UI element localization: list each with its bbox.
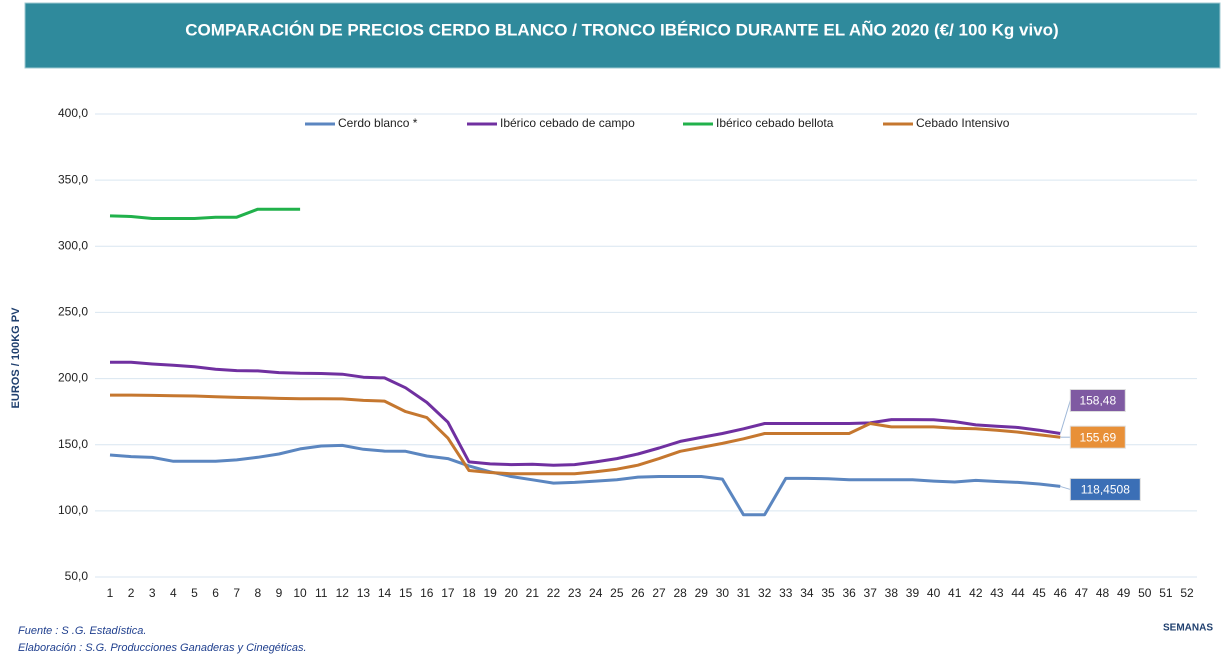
x-tick-label: 22: [547, 586, 561, 600]
x-tick-label: 38: [885, 586, 899, 600]
x-tick-label: 49: [1117, 586, 1131, 600]
x-tick-label: 23: [568, 586, 582, 600]
y-tick-label: 350,0: [58, 172, 88, 186]
y-tick-label: 100,0: [58, 503, 88, 517]
data-label: 155,69: [1079, 430, 1116, 444]
label-box: [1069, 425, 1126, 449]
label-box: [1069, 388, 1126, 412]
x-tick-label: 48: [1096, 586, 1110, 600]
x-tick-label: 9: [276, 586, 283, 600]
data-label: 158,48: [1079, 394, 1116, 408]
x-tick-label: 2: [128, 586, 135, 600]
x-tick-label: 42: [969, 586, 983, 600]
series-line: [109, 443, 1061, 517]
x-tick-label: 3: [149, 586, 156, 600]
title-bar: [24, 2, 1221, 69]
series-line: [110, 393, 1061, 476]
x-tick-label: 27: [652, 586, 666, 600]
x-tick-label: 51: [1159, 586, 1173, 600]
x-tick-label: 30: [716, 586, 730, 600]
x-tick-label: 18: [462, 586, 476, 600]
x-tick-label: 17: [441, 586, 455, 600]
y-tick-label: 300,0: [58, 238, 88, 252]
series-line: [110, 360, 1061, 467]
x-tick-label: 46: [1054, 586, 1068, 600]
x-tick-label: 12: [336, 586, 350, 600]
y-axis-label: EUROS / 100KG PV: [10, 307, 22, 409]
x-tick-label: 44: [1011, 586, 1025, 600]
credit: Elaboración : S.G. Producciones Ganadera…: [18, 642, 307, 654]
x-tick-label: 21: [526, 586, 540, 600]
x-tick-label: 36: [842, 586, 856, 600]
x-tick-label: 11: [315, 586, 328, 600]
x-tick-label: 40: [927, 586, 941, 600]
label-box: [1069, 477, 1141, 501]
x-tick-label: 31: [737, 586, 751, 600]
x-tick-label: 16: [420, 586, 434, 600]
series-line: [109, 207, 301, 220]
x-axis-label: SEMANAS: [1163, 623, 1213, 634]
x-tick-label: 35: [821, 586, 835, 600]
x-tick-label: 39: [906, 586, 920, 600]
x-tick-label: 7: [233, 586, 240, 600]
y-tick-label: 400,0: [58, 106, 88, 120]
x-tick-label: 20: [505, 586, 519, 600]
label-connector: [1060, 485, 1071, 490]
legend-label: Cerdo blanco *: [338, 116, 418, 130]
data-label: 118,4508: [1081, 483, 1130, 497]
x-tick-label: 1: [107, 586, 114, 600]
x-tick-label: 32: [758, 586, 772, 600]
x-tick-label: 43: [990, 586, 1004, 600]
x-tick-label: 15: [399, 586, 413, 600]
x-tick-label: 10: [293, 586, 307, 600]
x-tick-label: 25: [610, 586, 624, 600]
y-tick-label: 200,0: [58, 371, 88, 385]
legend-label: Ibérico cebado de campo: [500, 116, 635, 130]
x-tick-label: 29: [695, 586, 709, 600]
x-tick-label: 47: [1075, 586, 1089, 600]
x-tick-label: 45: [1032, 586, 1046, 600]
x-tick-label: 34: [800, 586, 814, 600]
label-connector: [1059, 400, 1071, 434]
x-tick-label: 41: [948, 586, 962, 600]
x-tick-label: 52: [1180, 586, 1194, 600]
x-tick-label: 37: [864, 586, 878, 600]
x-tick-label: 19: [483, 586, 497, 600]
y-tick-label: 150,0: [58, 437, 88, 451]
y-tick-label: 250,0: [58, 305, 88, 319]
x-tick-label: 50: [1138, 586, 1152, 600]
x-tick-label: 28: [673, 586, 687, 600]
x-tick-label: 4: [170, 586, 177, 600]
x-tick-label: 14: [378, 586, 392, 600]
x-tick-label: 5: [191, 586, 198, 600]
x-tick-label: 26: [631, 586, 645, 600]
chart-title: COMPARACIÓN DE PRECIOS CERDO BLANCO / TR…: [185, 19, 1058, 39]
source: Fuente : S .G. Estadística.: [18, 625, 146, 637]
legend-label: Cebado Intensivo: [916, 116, 1010, 130]
x-tick-label: 8: [254, 586, 261, 600]
x-tick-label: 33: [779, 586, 793, 600]
y-tick-label: 50,0: [65, 569, 89, 583]
legend-label: Ibérico cebado bellota: [716, 116, 834, 130]
x-tick-label: 24: [589, 586, 603, 600]
x-tick-label: 13: [357, 586, 371, 600]
x-tick-label: 6: [212, 586, 219, 600]
